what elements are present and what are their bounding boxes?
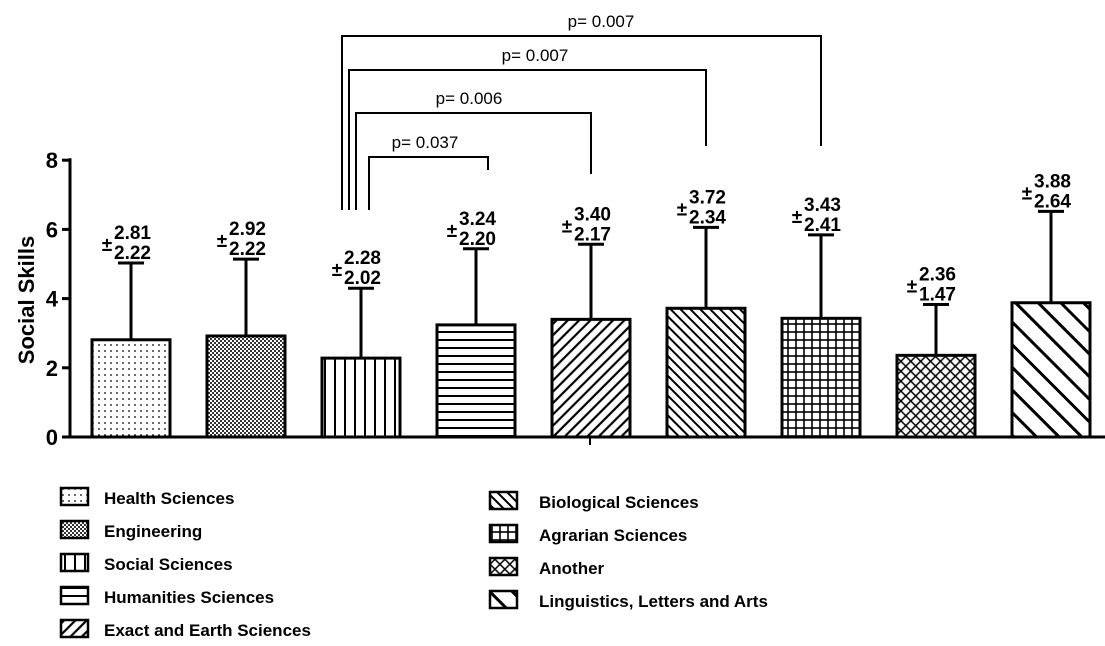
- data-labels: ±2.812.22±2.922.22±2.282.02±3.242.20±3.4…: [102, 171, 1072, 305]
- comparison-bracket: [341, 35, 822, 210]
- sd-label: 2.02: [344, 268, 381, 289]
- legend-label: Another: [539, 559, 605, 578]
- legend-swatch: [488, 523, 519, 544]
- legend-label: Exact and Earth Sciences: [104, 621, 311, 640]
- legend-label: Biological Sciences: [539, 493, 699, 512]
- comparison-bracket: [368, 156, 489, 210]
- bar: [90, 338, 172, 439]
- legend-swatch: [59, 486, 90, 507]
- mean-label: 2.92: [229, 219, 266, 240]
- sd-label: 2.22: [114, 243, 151, 264]
- mean-label: 3.40: [574, 204, 611, 225]
- mean-label: 2.81: [114, 223, 151, 244]
- comparison-bracket: [348, 69, 707, 210]
- pm-symbol: ±: [562, 216, 572, 237]
- bar: [205, 334, 287, 439]
- mean-label: 3.43: [804, 195, 841, 216]
- bar: [1010, 301, 1092, 439]
- comparison-bracket: [355, 112, 592, 210]
- sd-label: 2.20: [459, 229, 496, 250]
- sd-label: 2.34: [689, 207, 726, 228]
- p-value-label: p= 0.037: [392, 133, 459, 152]
- legend-label: Agrarian Sciences: [539, 526, 687, 545]
- sd-label: 2.22: [229, 239, 266, 260]
- y-tick-label: 4: [46, 287, 59, 312]
- legend-swatch: [59, 519, 90, 540]
- sd-label: 2.17: [574, 224, 611, 245]
- significance-brackets: p= 0.037 p= 0.006 p= 0.007 p= 0.007: [341, 12, 822, 210]
- p-value-label: p= 0.007: [502, 46, 569, 65]
- mean-label: 3.88: [1034, 171, 1071, 192]
- y-axis-title: Social Skills: [14, 236, 39, 364]
- legend-label: Engineering: [104, 522, 202, 541]
- mean-label: 3.72: [689, 187, 726, 208]
- pm-symbol: ±: [102, 235, 112, 256]
- pm-symbol: ±: [1022, 183, 1032, 204]
- legend-swatch: [488, 556, 519, 577]
- legend-swatch: [59, 552, 90, 573]
- sd-label: 2.41: [804, 215, 841, 236]
- bar: [895, 353, 977, 439]
- bar: [665, 306, 747, 439]
- legend-label: Humanities Sciences: [104, 588, 274, 607]
- mean-label: 2.28: [344, 248, 381, 269]
- pm-symbol: ±: [447, 221, 457, 242]
- sd-label: 2.64: [1034, 191, 1071, 212]
- bar: [320, 356, 402, 439]
- pm-symbol: ±: [677, 199, 687, 220]
- pm-symbol: ±: [907, 276, 917, 297]
- bar: [435, 323, 517, 439]
- y-tick-label: 6: [46, 217, 58, 242]
- sd-label: 1.47: [919, 284, 956, 305]
- legend-label: Social Sciences: [104, 555, 233, 574]
- legend-swatch: [488, 490, 519, 511]
- mean-label: 3.24: [459, 209, 496, 230]
- legend-swatch: [488, 589, 519, 610]
- legend-swatch: [59, 618, 90, 639]
- legend-label: Linguistics, Letters and Arts: [539, 592, 768, 611]
- bar: [550, 317, 632, 439]
- y-tick-label: 0: [46, 425, 58, 450]
- bars: [90, 209, 1092, 439]
- p-value-label: p= 0.006: [436, 89, 503, 108]
- legend: Health Sciences Engineering Social Science…: [59, 486, 768, 640]
- legend-swatch: [59, 585, 90, 606]
- p-value-label: p= 0.007: [568, 12, 635, 31]
- pm-symbol: ±: [792, 207, 802, 228]
- bar: [780, 316, 862, 439]
- y-tick-label: 2: [46, 356, 58, 381]
- y-tick-label: 8: [46, 148, 58, 173]
- pm-symbol: ±: [332, 260, 342, 281]
- legend-label: Health Sciences: [104, 489, 234, 508]
- pm-symbol: ±: [217, 231, 227, 252]
- mean-label: 2.36: [919, 264, 956, 285]
